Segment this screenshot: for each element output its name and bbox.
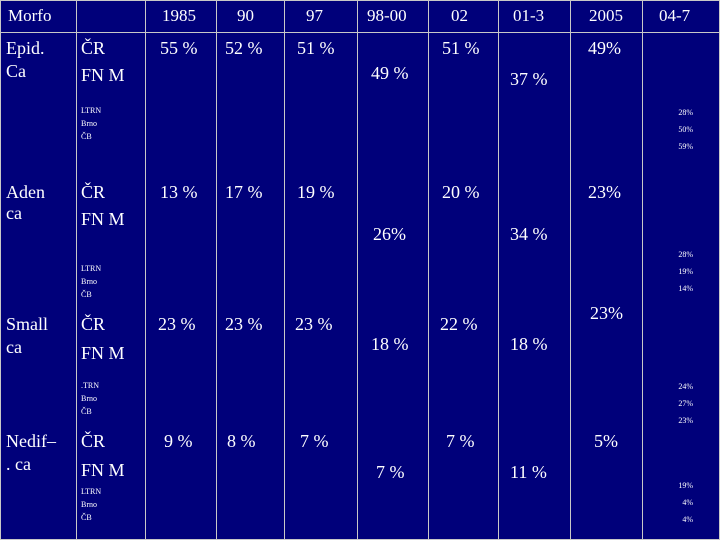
sub-labels: .TRN Brno ČB [81, 381, 99, 416]
morfo-label: Epid. [6, 38, 45, 58]
morfo-label: Ca [6, 61, 26, 81]
header-year: 90 [237, 6, 254, 25]
grid-line [428, 0, 429, 540]
cr-value: 23 % [295, 314, 333, 334]
grid-line [76, 0, 77, 540]
grid-line [216, 0, 217, 540]
cr-value: 8 % [227, 431, 256, 451]
grid-line [570, 0, 571, 540]
sub-values: 28% 19% 14% [678, 250, 693, 293]
cr-value: 51 % [297, 38, 335, 58]
morfo-label: Aden [6, 182, 45, 202]
fnm-value: 49 % [371, 63, 409, 83]
grid-line [498, 0, 499, 540]
morfo-label: Small [6, 314, 49, 334]
sub-labels: LTRN Brno ČB [81, 106, 102, 141]
fnm-label: FN M [81, 65, 125, 85]
sub-labels: LTRN Brno ČB [81, 264, 102, 299]
morfo-label: ca [6, 203, 22, 223]
grid-line [357, 0, 358, 540]
header-year: 2005 [589, 6, 623, 25]
header-year: 04-7 [659, 6, 691, 25]
morfo-label: ca [6, 337, 22, 357]
sub-values: 28% 50% 59% [678, 108, 693, 151]
morfo-label: Nedif– [6, 431, 56, 451]
cr-value: 23 % [158, 314, 196, 334]
cr-label: ČR [81, 314, 106, 334]
cr-label: ČR [81, 431, 106, 451]
cr-value: 23% [590, 303, 623, 323]
fnm-label: FN M [81, 343, 125, 363]
fnm-value: 7 % [376, 462, 405, 482]
cr-value: 52 % [225, 38, 263, 58]
cr-value: 7 % [446, 431, 475, 451]
cr-value: 55 % [160, 38, 198, 58]
grid-line [0, 0, 1, 540]
fnm-value: 18 % [371, 334, 409, 354]
cr-value: 23% [588, 182, 621, 202]
grid-line [284, 0, 285, 540]
cr-value: 49% [588, 38, 621, 58]
fnm-label: FN M [81, 460, 125, 480]
cr-value: 51 % [442, 38, 480, 58]
cr-value: 23 % [225, 314, 263, 334]
cr-value: 13 % [160, 182, 198, 202]
sub-labels: LTRN Brno ČB [81, 487, 102, 522]
grid-line [0, 0, 720, 1]
fnm-value: 34 % [510, 224, 548, 244]
cr-value: 5% [594, 431, 618, 451]
header-year: 98-00 [367, 6, 407, 25]
fnm-value: 18 % [510, 334, 548, 354]
header-year: 97 [306, 6, 323, 25]
morfo-label: . ca [6, 454, 31, 474]
fnm-label: FN M [81, 209, 125, 229]
fnm-value: 37 % [510, 69, 548, 89]
header-year: 01-3 [513, 6, 545, 25]
cr-label: ČR [81, 182, 106, 202]
cr-value: 9 % [164, 431, 193, 451]
cr-value: 17 % [225, 182, 263, 202]
grid-line [0, 32, 720, 33]
fnm-value: 11 % [510, 462, 547, 482]
cr-value: 22 % [440, 314, 478, 334]
header-morfo: Morfo [8, 6, 52, 25]
cr-value: 20 % [442, 182, 480, 202]
header-year: 1985 [162, 6, 196, 25]
grid-line [642, 0, 643, 540]
grid-line [145, 0, 146, 540]
fnm-value: 26% [373, 224, 406, 244]
cr-value: 19 % [297, 182, 335, 202]
sub-values: 24% 27% 23% [678, 382, 693, 425]
header-year: 02 [451, 6, 468, 25]
sub-values: 19% 4% 4% [678, 481, 693, 524]
cr-value: 7 % [300, 431, 329, 451]
cr-label: ČR [81, 38, 106, 58]
